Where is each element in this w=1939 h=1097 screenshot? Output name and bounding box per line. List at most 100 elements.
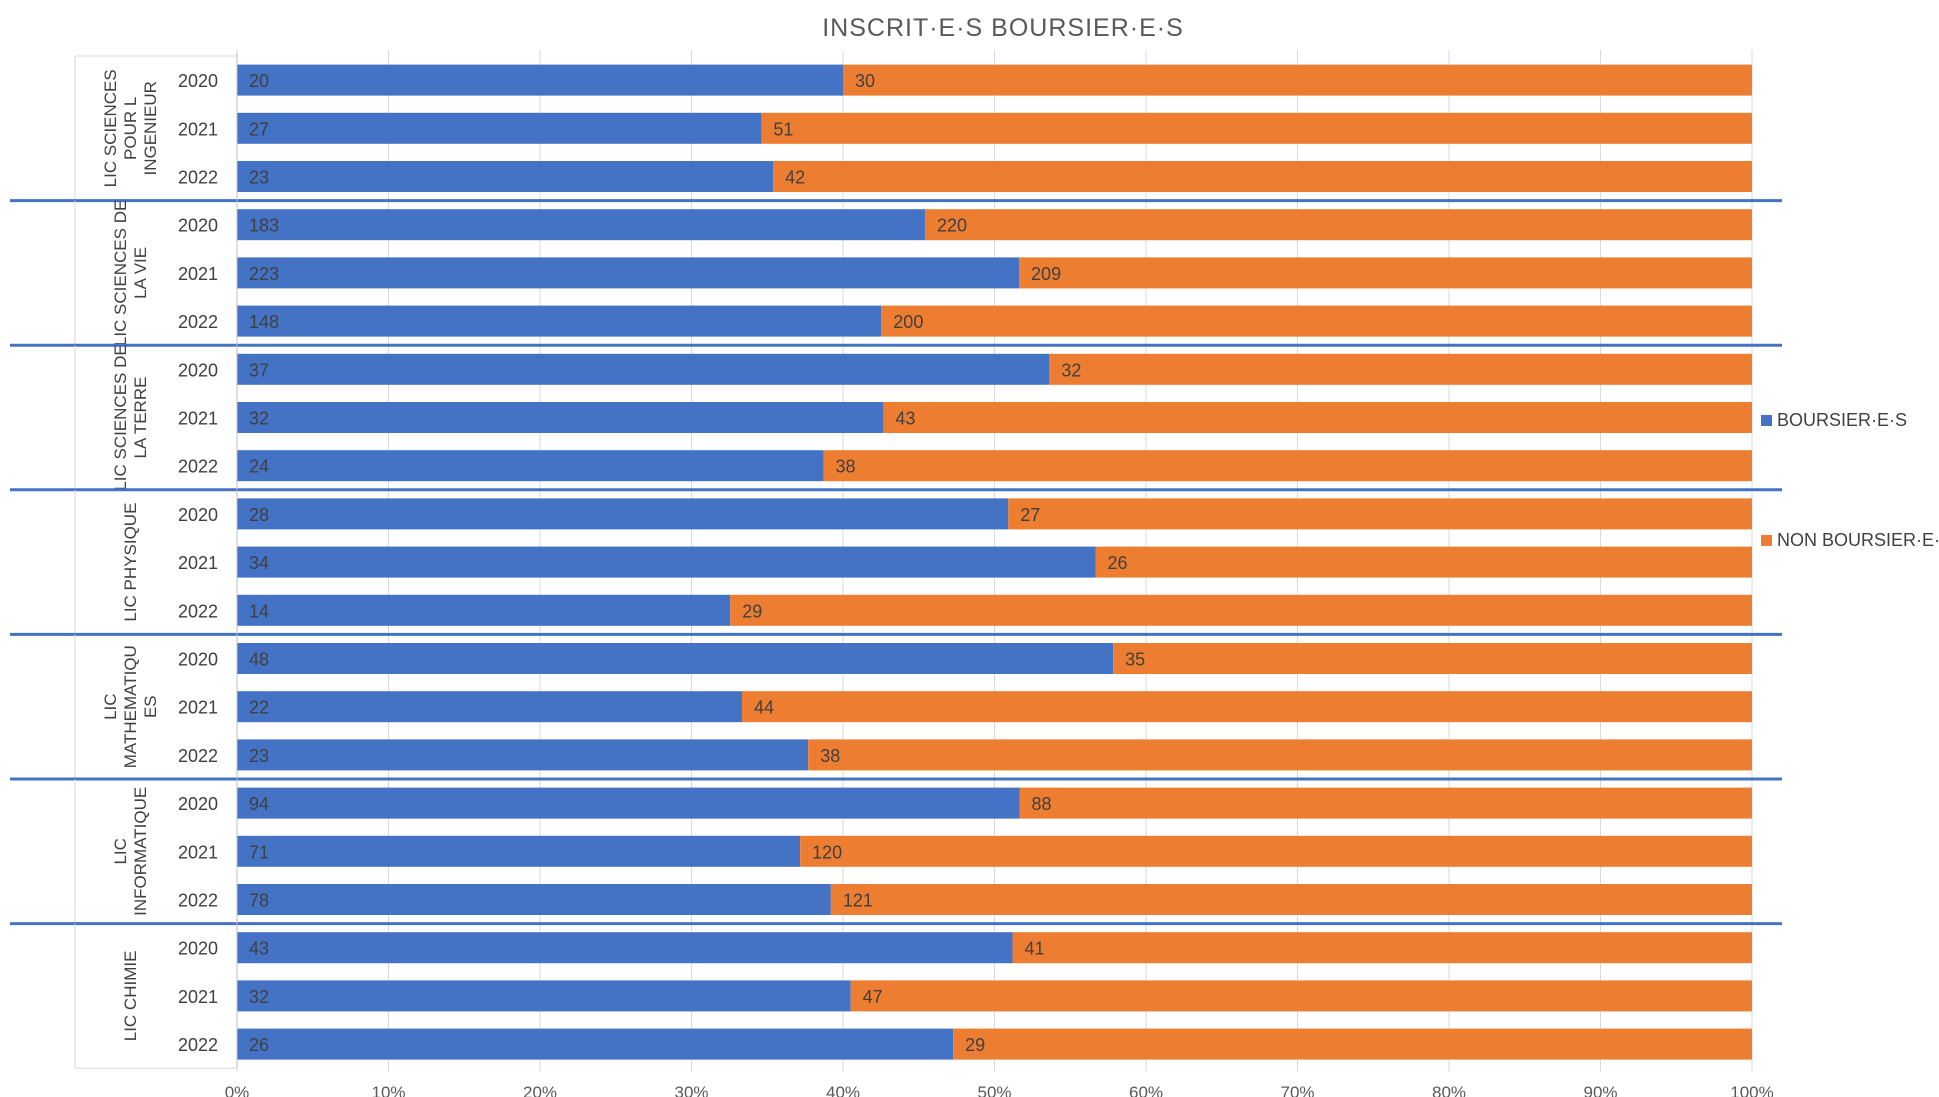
bar-boursiers — [237, 546, 1096, 578]
bar-non-boursiers — [1012, 932, 1752, 964]
data-label-boursiers: 148 — [249, 312, 279, 332]
bar-non-boursiers — [850, 980, 1752, 1012]
year-label: 2022 — [178, 891, 218, 911]
data-label-boursiers: 48 — [249, 650, 269, 670]
bar-non-boursiers — [1113, 643, 1752, 674]
data-label-boursiers: 22 — [249, 698, 269, 718]
bar-boursiers — [237, 161, 774, 192]
data-label-non-boursiers: 47 — [863, 987, 883, 1007]
year-label: 2020 — [178, 650, 218, 670]
x-tick-label: 90% — [1583, 1083, 1617, 1097]
x-tick-label: 0% — [225, 1083, 250, 1097]
year-label: 2022 — [178, 457, 218, 477]
group-label: LICMATHEMATIQUES — [101, 645, 160, 768]
data-label-boursiers: 23 — [249, 746, 269, 766]
legend-item-non-boursiers: NON BOURSIER·E·S — [1761, 530, 1939, 551]
bars — [237, 64, 1752, 1060]
bar-non-boursiers — [1019, 257, 1752, 289]
data-label-boursiers: 24 — [249, 457, 269, 477]
bar-boursiers — [237, 112, 762, 144]
year-label: 2022 — [178, 601, 218, 621]
bar-non-boursiers — [953, 1028, 1752, 1060]
bar-boursiers — [237, 980, 851, 1012]
x-tick-label: 10% — [371, 1083, 405, 1097]
bar-boursiers — [237, 498, 1009, 530]
year-label: 2021 — [178, 264, 218, 284]
data-label-non-boursiers: 27 — [1020, 505, 1040, 525]
data-label-boursiers: 78 — [249, 891, 269, 911]
x-tick-label: 40% — [826, 1083, 860, 1097]
data-label-non-boursiers: 29 — [965, 1035, 985, 1055]
data-label-non-boursiers: 51 — [773, 119, 793, 139]
data-labels: 20 30 27 51 23 42 183 220 223 209 148 200 37 32 32 43 24… — [249, 71, 1145, 1055]
bar-boursiers — [237, 835, 801, 867]
data-label-non-boursiers: 41 — [1025, 939, 1045, 959]
year-label: 2021 — [178, 553, 218, 573]
x-tick-label: 20% — [523, 1083, 557, 1097]
group-label: LIC SCIENCES DELA TERRE — [111, 344, 150, 490]
bar-non-boursiers — [742, 691, 1752, 723]
data-label-boursiers: 94 — [249, 794, 269, 814]
year-label: 2021 — [178, 409, 218, 429]
data-label-non-boursiers: 42 — [785, 168, 805, 188]
x-tick-label: 80% — [1432, 1083, 1466, 1097]
axes: 0% 10% 20% 30% 40% 50% 60% 70% 80% 90% 100%2020202… — [10, 52, 1782, 1097]
bar-non-boursiers — [924, 209, 1752, 241]
bar-boursiers — [237, 257, 1020, 289]
bar-boursiers — [237, 1028, 954, 1060]
data-label-boursiers: 34 — [249, 553, 269, 573]
data-label-non-boursiers: 200 — [893, 312, 923, 332]
bar-boursiers — [237, 643, 1114, 674]
year-label: 2020 — [178, 216, 218, 236]
bar-boursiers — [237, 884, 831, 915]
group-label: LICINFORMATIQUE — [111, 787, 150, 916]
bar-boursiers — [237, 739, 809, 771]
data-label-boursiers: 223 — [249, 264, 279, 284]
data-label-boursiers: 27 — [249, 119, 269, 139]
year-label: 2021 — [178, 987, 218, 1007]
data-label-non-boursiers: 220 — [937, 216, 967, 236]
data-label-boursiers: 14 — [249, 601, 269, 621]
data-label-boursiers: 20 — [249, 71, 269, 91]
group-label: LIC SCIENCES DELA VIE — [111, 200, 150, 346]
data-label-boursiers: 183 — [249, 216, 279, 236]
bar-non-boursiers — [830, 884, 1752, 915]
year-label: 2020 — [178, 360, 218, 380]
group-label: LIC SCIENCESPOUR LINGENIEUR — [101, 69, 160, 187]
bar-non-boursiers — [761, 112, 1752, 144]
data-label-boursiers: 26 — [249, 1035, 269, 1055]
bar-boursiers — [237, 64, 843, 96]
bar-boursiers — [237, 305, 882, 337]
bar-boursiers — [237, 450, 824, 482]
data-label-boursiers: 23 — [249, 168, 269, 188]
bar-non-boursiers — [808, 739, 1752, 771]
year-label: 2020 — [178, 939, 218, 959]
data-label-boursiers: 32 — [249, 409, 269, 429]
bar-non-boursiers — [823, 450, 1752, 482]
group-label: LIC CHIMIE — [121, 951, 140, 1042]
year-label: 2020 — [178, 505, 218, 525]
bar-boursiers — [237, 353, 1050, 385]
data-label-non-boursiers: 88 — [1031, 794, 1051, 814]
data-label-non-boursiers: 26 — [1108, 553, 1128, 573]
x-tick-label: 50% — [977, 1083, 1011, 1097]
bar-non-boursiers — [843, 64, 1752, 96]
year-label: 2021 — [178, 842, 218, 862]
data-label-non-boursiers: 120 — [812, 842, 842, 862]
bar-boursiers — [237, 932, 1013, 964]
bar-non-boursiers — [1008, 498, 1752, 530]
data-label-non-boursiers: 29 — [742, 601, 762, 621]
bar-non-boursiers — [1095, 546, 1752, 578]
bar-non-boursiers — [1049, 353, 1752, 385]
legend-label-non-boursiers: NON BOURSIER·E·S — [1777, 530, 1939, 550]
bar-non-boursiers — [881, 305, 1752, 337]
bar-boursiers — [237, 787, 1020, 819]
data-label-non-boursiers: 121 — [843, 891, 873, 911]
year-label: 2022 — [178, 1035, 218, 1055]
year-label: 2021 — [178, 698, 218, 718]
chart-title: INSCRIT·E·S BOURSIER·E·S — [822, 14, 1184, 42]
year-label: 2020 — [178, 71, 218, 91]
data-label-non-boursiers: 38 — [835, 457, 855, 477]
data-label-boursiers: 71 — [249, 842, 269, 862]
